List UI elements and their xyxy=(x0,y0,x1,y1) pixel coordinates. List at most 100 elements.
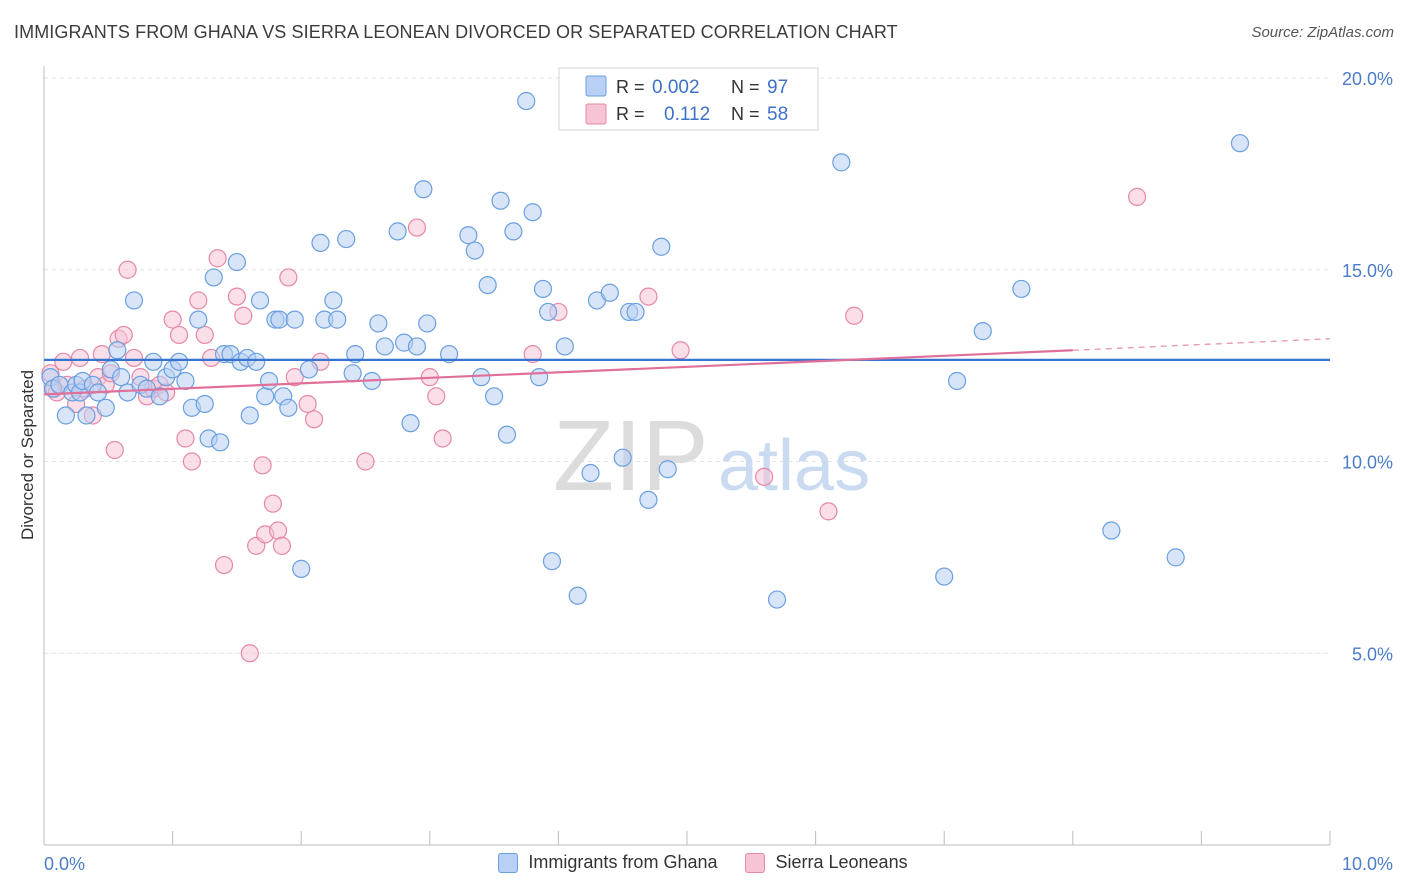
point-ghana xyxy=(767,590,787,609)
correlation-legend: R = 0.002 N = 97 R = 0.112 N = 58 xyxy=(558,67,819,131)
point-ghana xyxy=(439,345,459,364)
source-credit: Source: ZipAtlas.com xyxy=(1251,24,1394,41)
point-sierra-leonean xyxy=(427,387,446,406)
point-ghana xyxy=(465,241,484,260)
point-ghana xyxy=(600,283,619,302)
point-sierra-leonean xyxy=(195,325,214,345)
point-ghana xyxy=(150,387,169,406)
y-tick-label: 20.0% xyxy=(1342,69,1393,89)
point-ghana xyxy=(414,180,433,199)
point-ghana xyxy=(259,371,279,391)
legend-n-value-2: 58 xyxy=(767,104,788,125)
point-ghana xyxy=(626,302,645,322)
point-ghana xyxy=(311,233,330,253)
y-tick-label: 5.0% xyxy=(1352,644,1393,664)
legend-r-label-2: R = xyxy=(616,104,645,124)
point-ghana xyxy=(204,268,223,287)
legend-n-label-1: N = xyxy=(731,77,760,97)
point-ghana xyxy=(555,337,574,356)
point-sierra-leonean xyxy=(298,394,317,414)
legend-item-ghana: Immigrants from Ghana xyxy=(498,852,717,873)
point-ghana xyxy=(504,222,523,241)
point-sierra-leonean xyxy=(214,555,234,575)
legend-n-label-2: N = xyxy=(731,104,760,124)
point-ghana xyxy=(337,229,356,249)
point-ghana xyxy=(343,364,362,383)
point-sierra-leonean xyxy=(240,644,259,663)
point-sierra-leonean xyxy=(163,310,182,329)
point-sierra-leonean xyxy=(169,325,189,345)
legend-item-sierra-leoneans: Sierra Leoneans xyxy=(745,852,908,873)
point-ghana xyxy=(497,425,517,444)
point-sierra-leonean xyxy=(407,218,427,237)
trend-lines xyxy=(43,338,1331,396)
point-ghana xyxy=(369,314,388,333)
point-sierra-leonean xyxy=(671,341,690,360)
point-ghana xyxy=(227,252,246,272)
point-ghana xyxy=(517,91,536,111)
point-sierra-leonean xyxy=(268,521,288,540)
point-ghana xyxy=(581,463,600,483)
point-sierra-leonean xyxy=(118,260,137,279)
point-ghana xyxy=(947,371,967,391)
point-ghana xyxy=(539,302,558,322)
point-ghana xyxy=(211,433,230,452)
point-ghana xyxy=(195,394,214,414)
point-ghana xyxy=(144,352,163,371)
point-ghana xyxy=(401,414,420,433)
point-ghana xyxy=(299,360,319,379)
legend-swatch-ghana xyxy=(498,852,519,873)
point-sierra-leonean xyxy=(845,306,864,325)
legend-r-value-2: 0.112 xyxy=(664,104,710,125)
point-ghana xyxy=(346,345,365,364)
point-sierra-leonean xyxy=(227,287,246,306)
point-ghana xyxy=(542,552,562,571)
point-sierra-leonean xyxy=(189,291,208,310)
point-ghana xyxy=(1012,279,1031,299)
point-sierra-leonean xyxy=(124,348,144,368)
point-ghana xyxy=(124,291,144,310)
point-ghana xyxy=(639,490,658,509)
point-ghana xyxy=(652,237,671,256)
point-ghana xyxy=(176,371,195,391)
point-ghana xyxy=(485,387,504,406)
point-sierra-leonean xyxy=(253,456,272,475)
point-ghana xyxy=(533,279,553,299)
point-ghana xyxy=(523,203,542,222)
legend-n-value-1: 97 xyxy=(767,77,788,98)
point-ghana xyxy=(1166,548,1185,567)
point-ghana xyxy=(388,222,407,241)
point-ghana xyxy=(1102,521,1121,540)
point-sierra-leonean xyxy=(54,352,73,371)
trend-line-sierra-leoneans-extension xyxy=(1072,338,1331,351)
point-ghana xyxy=(247,352,266,371)
point-ghana xyxy=(658,460,677,479)
point-ghana xyxy=(375,337,394,356)
point-sierra-leonean xyxy=(114,325,133,345)
point-ghana xyxy=(832,153,851,172)
legend-swatch-blue xyxy=(585,75,607,97)
point-ghana xyxy=(77,406,96,425)
point-ghana xyxy=(270,310,289,329)
point-sierra-leonean xyxy=(182,452,201,471)
point-ghana xyxy=(96,398,115,417)
point-ghana xyxy=(324,291,343,310)
point-ghana xyxy=(256,387,275,406)
point-sierra-leonean xyxy=(356,452,375,471)
point-ghana xyxy=(169,352,189,371)
point-sierra-leonean xyxy=(433,429,452,448)
point-ghana xyxy=(973,322,992,341)
point-ghana xyxy=(292,559,311,578)
watermark-atlas: atlas xyxy=(718,426,870,506)
legend-swatch-pink xyxy=(585,103,607,125)
x-tick-label: 10.0% xyxy=(1342,854,1393,874)
point-ghana xyxy=(613,448,632,467)
point-sierra-leonean xyxy=(272,536,292,555)
point-sierra-leonean xyxy=(819,502,838,521)
point-sierra-leonean xyxy=(105,440,124,460)
series-legend: Immigrants from Ghana Sierra Leoneans xyxy=(0,852,1406,873)
legend-label-ghana: Immigrants from Ghana xyxy=(528,852,718,872)
point-ghana xyxy=(108,341,127,360)
point-sierra-leonean xyxy=(208,249,227,268)
point-sierra-leonean xyxy=(279,268,298,287)
